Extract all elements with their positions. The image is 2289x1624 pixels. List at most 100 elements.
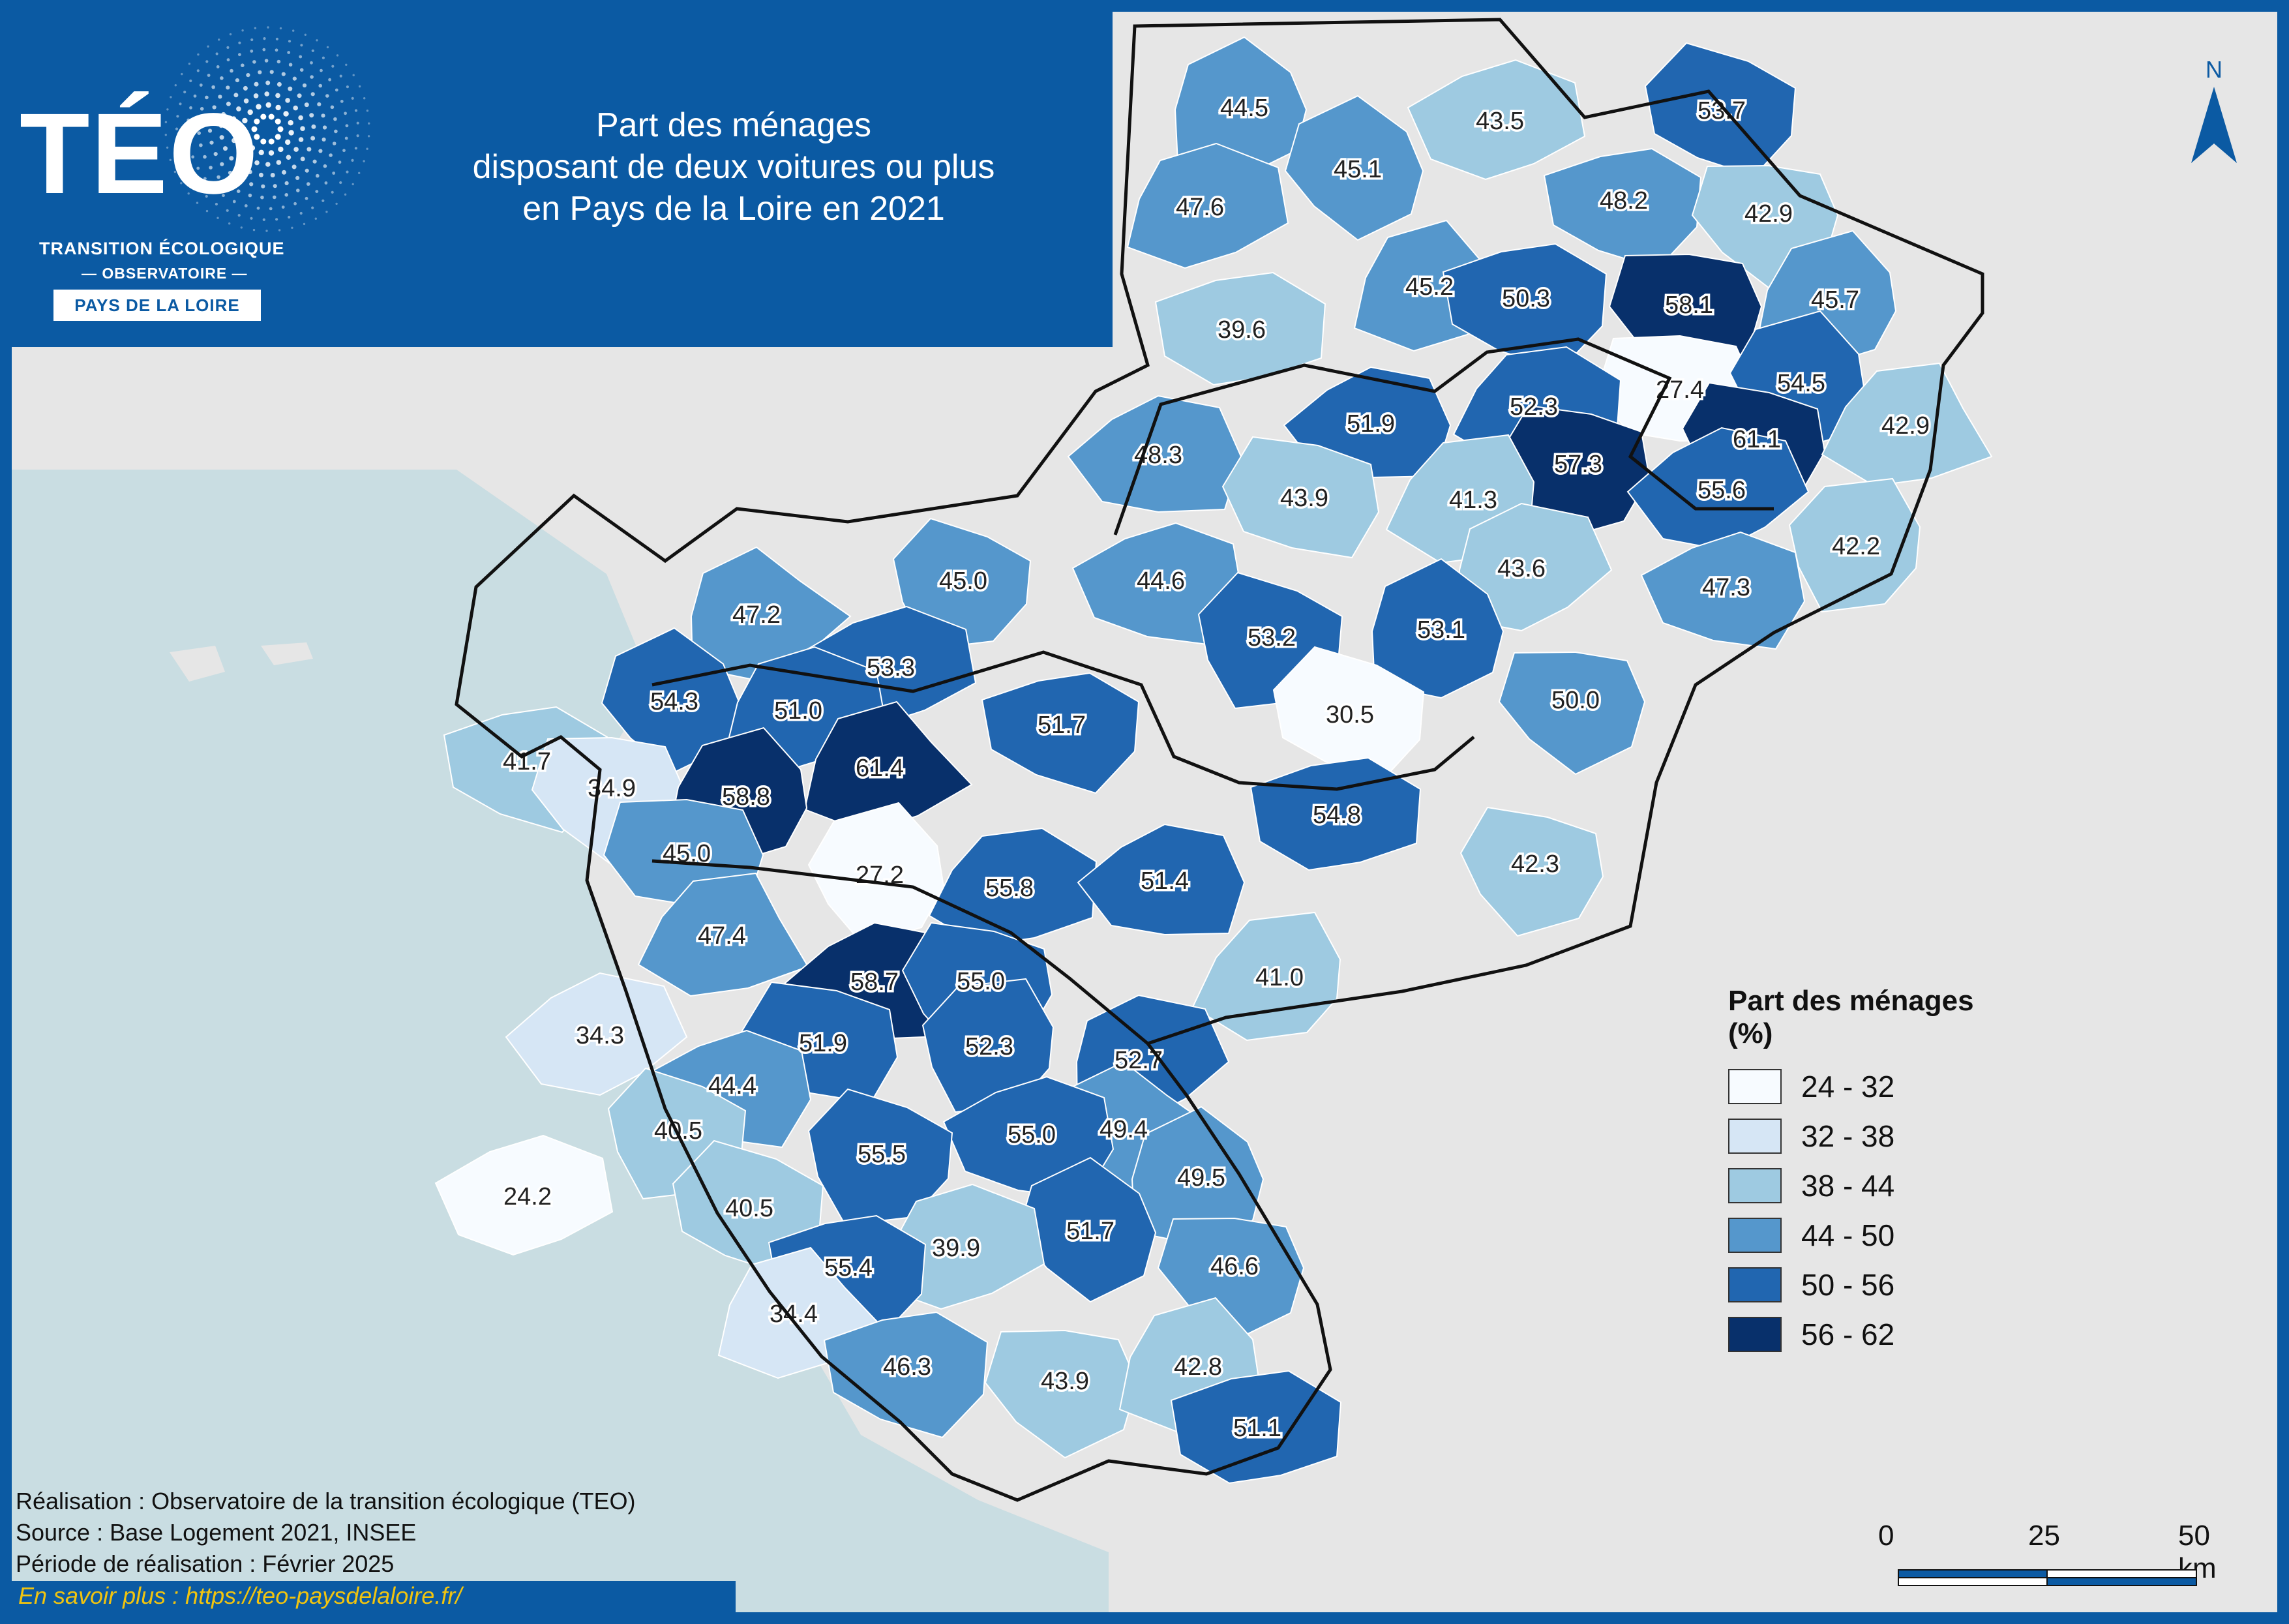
community-value-label: 55.6	[1698, 477, 1746, 504]
community-value-label: 55.5	[858, 1141, 906, 1168]
community-value-label: 53.3	[867, 654, 915, 682]
logo-subtitle-2: — OBSERVATOIRE —	[82, 265, 248, 282]
community-value-label: 44.6	[1137, 567, 1185, 595]
community-value-label: 51.1	[1233, 1415, 1281, 1442]
north-arrow-icon: N	[2191, 56, 2237, 163]
legend-swatch	[1728, 1267, 1782, 1302]
community-value-label: 48.2	[1600, 187, 1648, 215]
scale-label: 0	[1878, 1520, 1894, 1552]
map-title-line: Part des ménages	[595, 106, 872, 144]
community-value-label: 45.1	[1334, 156, 1382, 183]
scale-bar: 0 25 50 km	[1878, 1520, 2230, 1591]
community-value-label: 40.5	[654, 1117, 702, 1145]
community-area	[1284, 95, 1424, 241]
community-value-label: 51.7	[1066, 1218, 1115, 1245]
map-title-line: disposant de deux voitures ou plus	[472, 148, 995, 186]
community-value-label: 34.4	[770, 1301, 818, 1328]
community-area	[1174, 36, 1308, 177]
community-value-label: 42.3	[1511, 850, 1559, 878]
community-area	[1067, 395, 1242, 513]
legend-item: 38 - 44	[1728, 1161, 2002, 1210]
community-value-label: 51.9	[1347, 410, 1395, 438]
community-value-label: 47.4	[698, 922, 746, 950]
community-value-label: 61.4	[856, 755, 904, 782]
community-value-label: 42.9	[1881, 412, 1930, 440]
community-value-label: 30.5	[1326, 701, 1374, 729]
community-value-label: 50.0	[1551, 687, 1600, 714]
community-value-label: 34.9	[588, 775, 636, 802]
community-value-label: 54.5	[1777, 370, 1825, 397]
teo-logo: TÉO TRANSITION ÉCOLOGIQUE — OBSERVATOIRE…	[20, 18, 385, 325]
community-value-label: 43.9	[1280, 485, 1328, 512]
community-area	[1821, 362, 1993, 487]
community-value-label: 42.9	[1744, 200, 1793, 228]
community-value-label: 53.1	[1417, 616, 1465, 644]
department-border	[1113, 337, 1774, 535]
community-value-label: 50.3	[1502, 285, 1550, 312]
legend-swatch	[1728, 1168, 1782, 1203]
community-area	[807, 1088, 953, 1226]
logo-region-badge: PAYS DE LA LOIRE	[53, 290, 261, 321]
community-value-label: 54.8	[1313, 802, 1361, 829]
community-value-label: 42.2	[1832, 533, 1880, 560]
more-info-link[interactable]: En savoir plus : https://teo-paysdelaloi…	[18, 1582, 462, 1609]
community-area	[1191, 911, 1341, 1042]
community-area	[981, 672, 1140, 794]
community-area	[1126, 142, 1289, 269]
title-panel: TÉO TRANSITION ÉCOLOGIQUE — OBSERVATOIRE…	[0, 0, 1113, 347]
community-value-label: 58.1	[1665, 292, 1713, 319]
logo-wordmark: TÉO	[20, 90, 260, 218]
legend-item: 50 - 56	[1728, 1260, 2002, 1310]
community-value-label: 55.4	[824, 1254, 873, 1282]
community-area	[984, 1329, 1139, 1459]
department-border	[651, 859, 1149, 1045]
logo-dots-icon	[164, 26, 370, 232]
legend-label: 44 - 50	[1801, 1218, 1895, 1252]
credit-source: Source : Base Logement 2021, INSEE	[16, 1519, 417, 1546]
community-value-label: 61.1	[1733, 426, 1781, 453]
community-value-label: 52.7	[1115, 1047, 1163, 1074]
legend-label: 32 - 38	[1801, 1119, 1895, 1153]
community-value-label: 55.0	[1008, 1121, 1056, 1149]
logo-subtitle: TRANSITION ÉCOLOGIQUE	[39, 239, 285, 258]
island	[170, 646, 225, 682]
community-value-label: 52.3	[965, 1033, 1013, 1060]
legend-label: 38 - 44	[1801, 1169, 1895, 1203]
community-value-label: 40.5	[725, 1195, 773, 1222]
community-value-label: 44.4	[708, 1072, 756, 1100]
community-value-label: 43.9	[1041, 1368, 1089, 1395]
map-title: Part des ménages disposant de deux voitu…	[365, 104, 1102, 230]
community-value-label: 41.3	[1449, 487, 1497, 514]
community-value-label: 49.5	[1177, 1164, 1225, 1192]
legend-item: 56 - 62	[1728, 1310, 2002, 1359]
legend-swatch	[1728, 1317, 1782, 1352]
map-value-labels: 44.5 43.5 53.7 45.1 47.6 48.2 42.9 45.2 50.3 58.1…	[501, 93, 1932, 1445]
legend-label: 50 - 56	[1801, 1268, 1895, 1302]
community-value-label: 47.2	[732, 601, 781, 629]
community-value-label: 51.9	[799, 1030, 847, 1057]
north-label: N	[2206, 56, 2222, 83]
more-link-bar	[12, 1581, 736, 1612]
legend-title: Part des ménages (%)	[1728, 985, 1974, 1049]
scale-label: 25	[2028, 1520, 2060, 1552]
community-value-label: 24.2	[503, 1183, 552, 1210]
community-value-label: 39.6	[1218, 316, 1266, 344]
community-value-label: 57.3	[1554, 451, 1602, 478]
credit-period: Période de réalisation : Février 2025	[16, 1550, 395, 1577]
community-area	[1221, 436, 1380, 559]
community-area	[823, 1311, 989, 1439]
community-value-label: 55.0	[957, 968, 1005, 995]
community-value-label: 45.2	[1405, 273, 1454, 301]
credit-realisation: Réalisation : Observatoire de la transit…	[16, 1488, 636, 1514]
community-value-label: 34.3	[576, 1022, 624, 1049]
community-area	[1459, 806, 1604, 937]
community-value-label: 55.8	[985, 875, 1034, 902]
community-value-label: 44.5	[1220, 95, 1268, 122]
community-area	[1458, 502, 1613, 632]
community-value-label: 53.2	[1248, 624, 1296, 652]
community-area	[434, 1134, 614, 1256]
community-value-label: 39.9	[932, 1235, 980, 1262]
community-value-label: 46.3	[883, 1353, 931, 1381]
community-value-label: 51.0	[774, 697, 822, 725]
community-area	[1788, 477, 1921, 613]
